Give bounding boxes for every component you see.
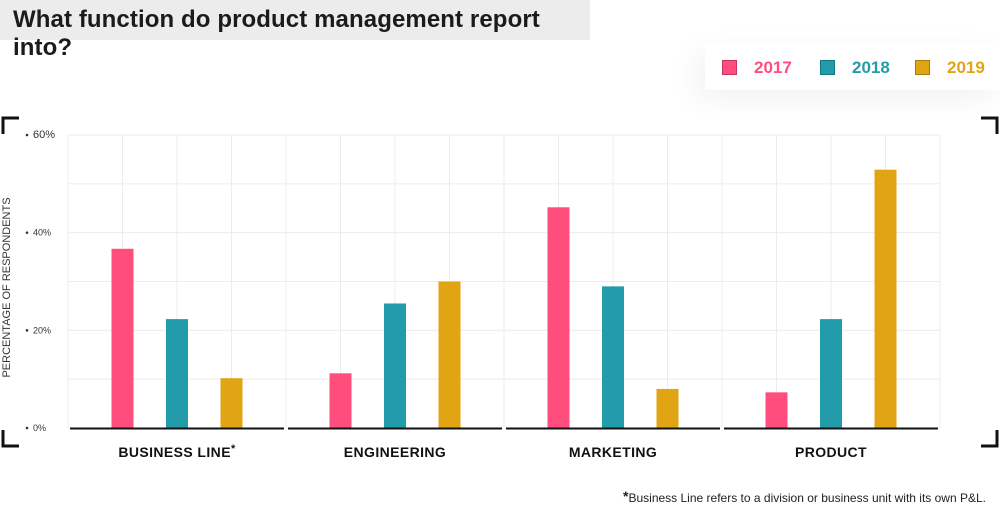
- legend-label-series-1: 2017: [754, 58, 792, 77]
- chart-title: What function do product management repo…: [13, 6, 540, 61]
- y-tick-label: 0%: [33, 423, 46, 433]
- y-axis-label: PERCENTAGE OF RESPONDENTS: [1, 197, 13, 377]
- corner-bracket: [1, 430, 19, 448]
- corner-bracket: [981, 116, 999, 134]
- legend-label-series-3: 2019: [947, 58, 985, 77]
- y-tick-dot: [25, 133, 29, 137]
- corner-bracket: [981, 430, 999, 448]
- legend-swatch-series-2: [820, 60, 835, 75]
- bar-product-2018: [820, 319, 842, 428]
- category-label: BUSINESS LINE*: [118, 443, 236, 460]
- y-tick-label: 40%: [33, 228, 51, 238]
- bar-marketing-2019: [656, 388, 679, 428]
- y-tick-dot: [25, 426, 29, 430]
- category-label: PRODUCT: [795, 444, 867, 460]
- legend-swatch-series-1: [722, 60, 737, 75]
- bar-engineering-2017: [329, 373, 352, 428]
- corner-bracket: [1, 116, 19, 134]
- bar-business-line-2019: [220, 378, 243, 428]
- bar-engineering-2018: [384, 303, 406, 428]
- legend-label-series-2: 2018: [852, 58, 890, 77]
- bar-business-line-2017: [111, 248, 134, 428]
- footnote: *Business Line refers to a division or b…: [623, 488, 986, 505]
- bar-marketing-2017: [547, 207, 570, 428]
- bar-business-line-2018: [166, 319, 188, 428]
- y-tick-label: 20%: [33, 325, 51, 335]
- footnote-mark: *: [623, 488, 629, 504]
- bar-product-2017: [765, 392, 788, 428]
- y-tick-dot: [25, 329, 29, 332]
- y-tick-label: 60%: [33, 129, 55, 141]
- category-label: MARKETING: [569, 444, 657, 460]
- bar-product-2019: [874, 169, 897, 428]
- legend: 2017 2018 2019: [705, 44, 1000, 90]
- category-label-mark: *: [231, 443, 236, 455]
- bar-engineering-2019: [438, 281, 461, 428]
- bar-marketing-2018: [602, 286, 624, 428]
- legend-swatch-series-3: [915, 60, 930, 75]
- title-bar: What function do product management repo…: [0, 0, 590, 61]
- y-tick-dot: [25, 231, 29, 234]
- footnote-text: Business Line refers to a division or bu…: [628, 491, 986, 505]
- category-label: ENGINEERING: [344, 444, 446, 460]
